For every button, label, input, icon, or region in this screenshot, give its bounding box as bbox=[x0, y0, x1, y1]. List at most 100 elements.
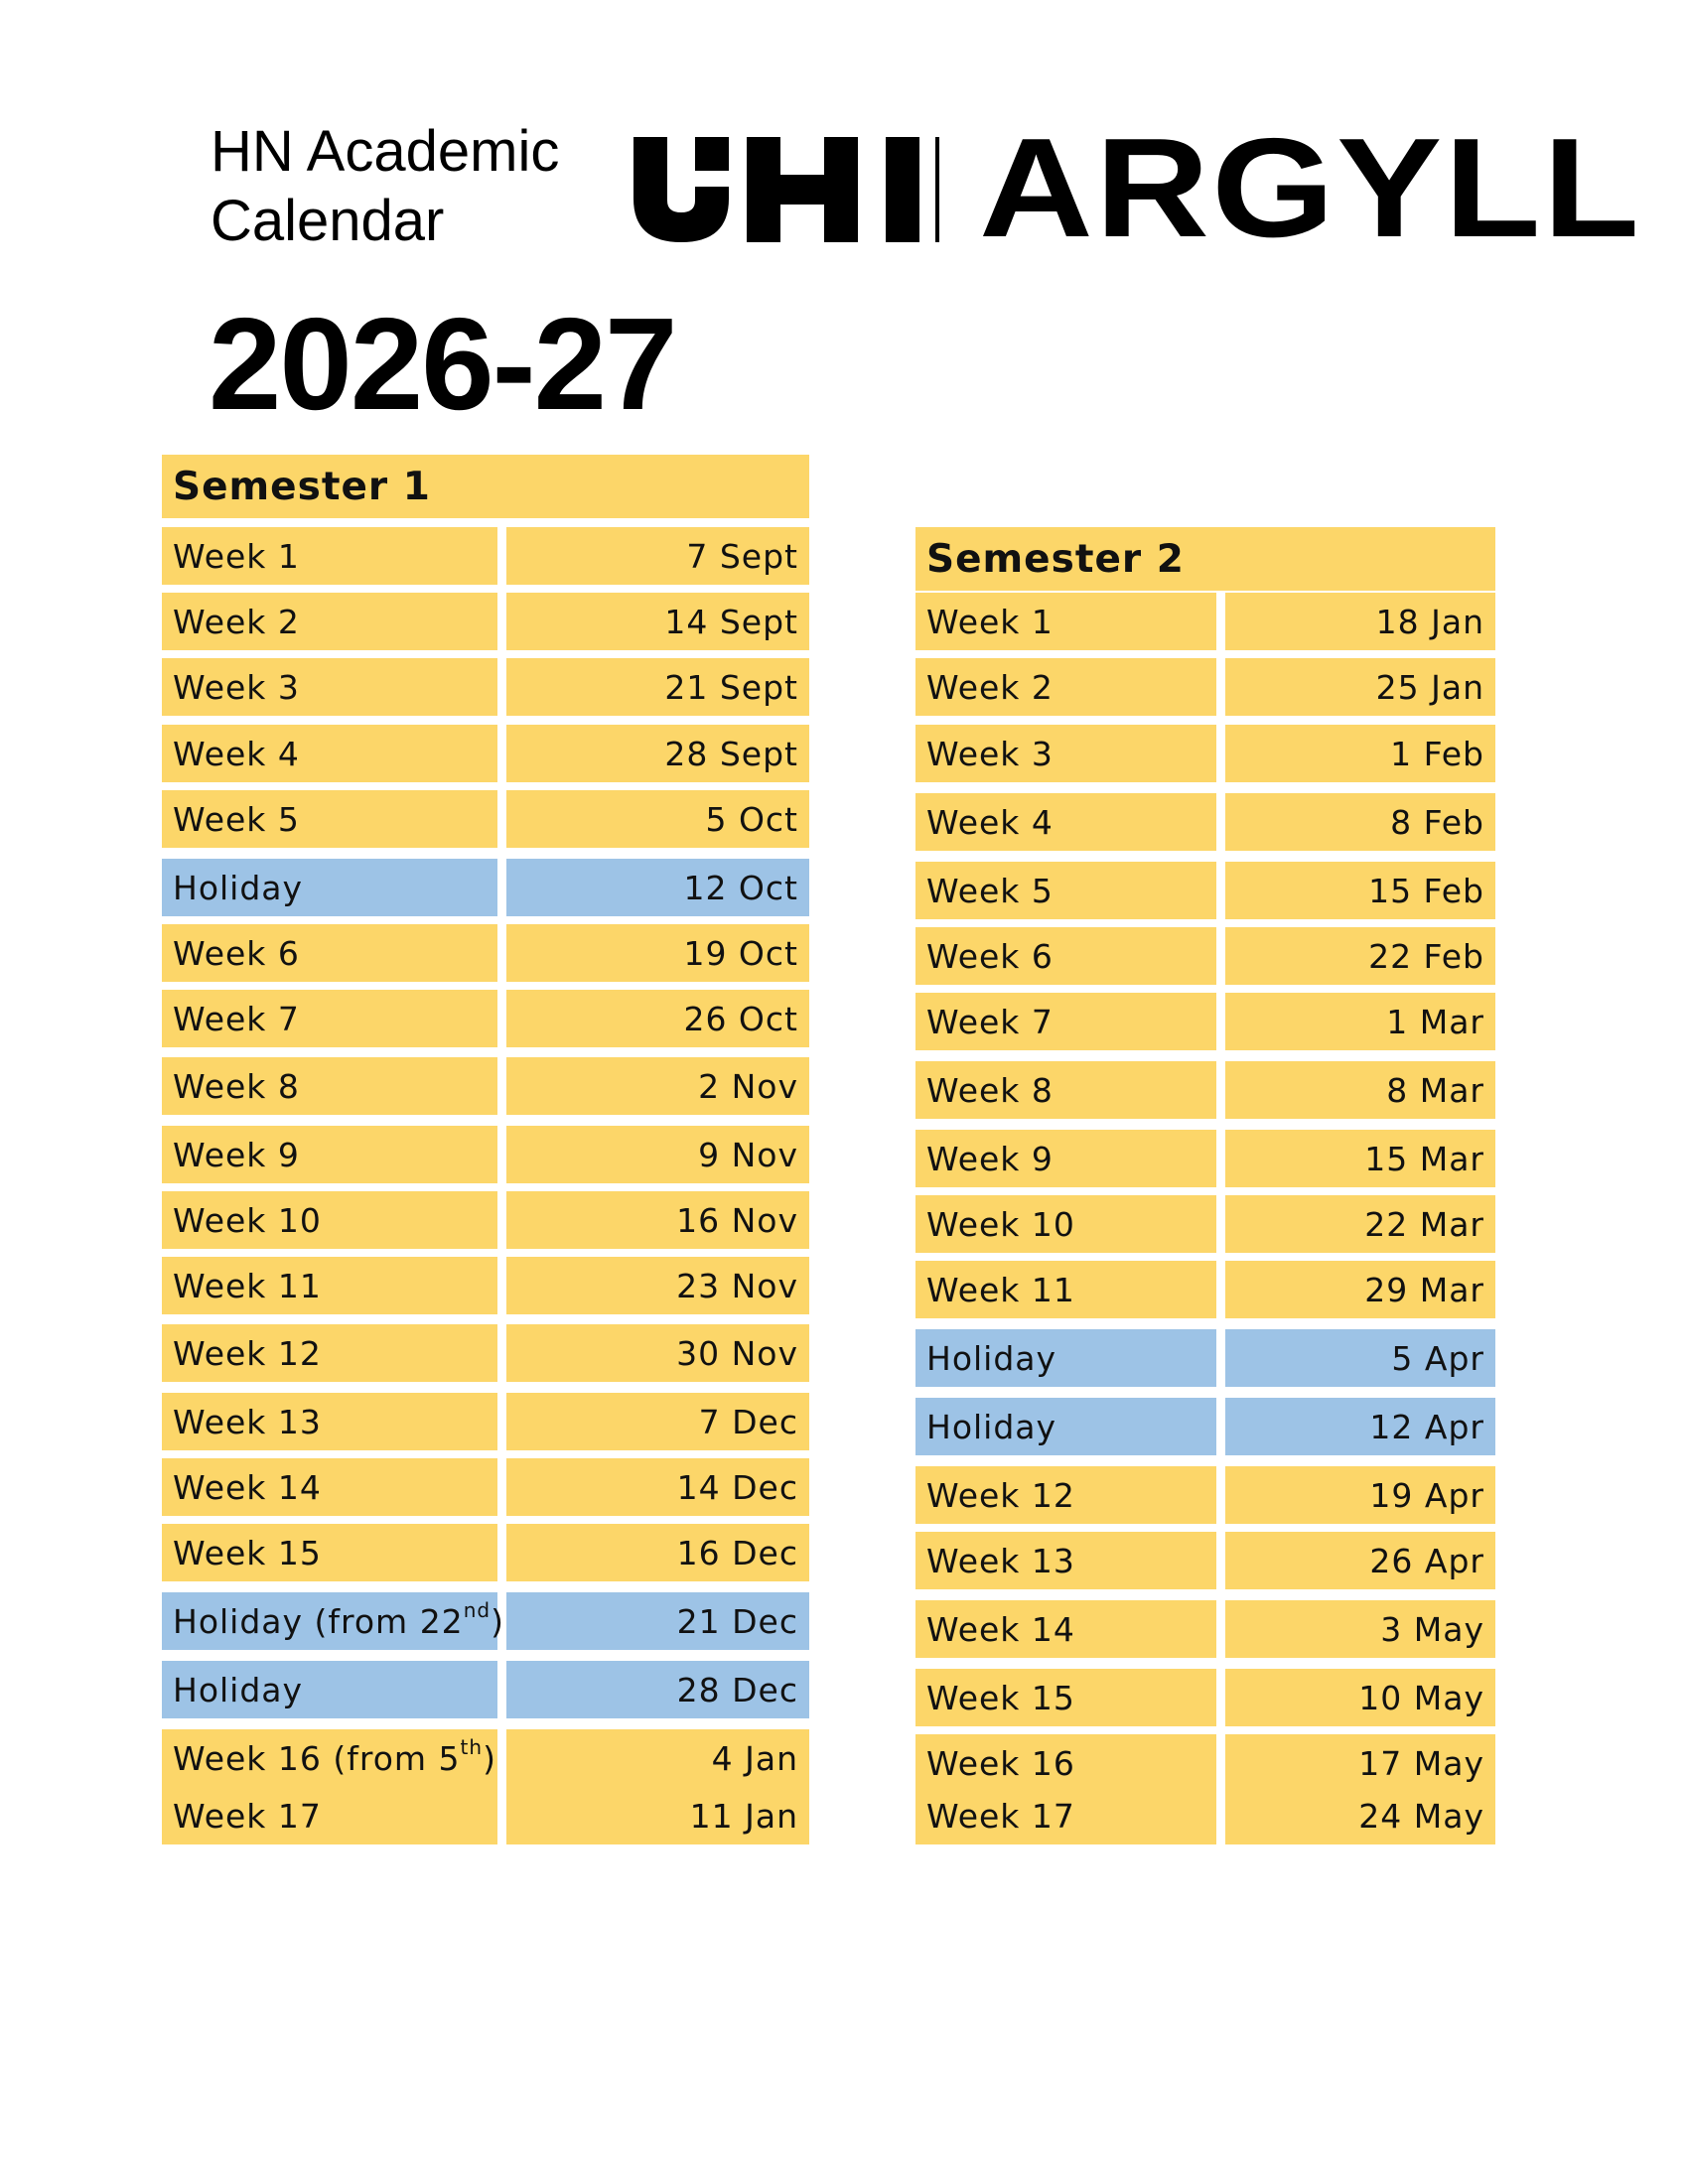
row-date: 16 Nov bbox=[506, 1191, 809, 1249]
row-date: 3 May bbox=[1225, 1600, 1495, 1658]
row-label-text: Week 1 bbox=[173, 537, 300, 576]
row-label: Week 11 bbox=[915, 1261, 1216, 1318]
row-label: Week 14 bbox=[162, 1458, 497, 1516]
week-row: Week 12 19 Apr bbox=[915, 1466, 1495, 1524]
row-label: Week 16 bbox=[915, 1734, 1216, 1792]
week-row: Week 12 30 Nov bbox=[162, 1324, 809, 1382]
row-label: Week 7 bbox=[915, 993, 1216, 1050]
row-date: 24 May bbox=[1225, 1787, 1495, 1844]
week-row: Week 9 15 Mar bbox=[915, 1130, 1495, 1187]
row-date: 2 Nov bbox=[506, 1057, 809, 1115]
row-label-text: Week 12 bbox=[173, 1334, 322, 1373]
row-label: Week 15 bbox=[915, 1669, 1216, 1726]
row-label: Week 13 bbox=[162, 1393, 497, 1450]
row-date: 16 Dec bbox=[506, 1524, 809, 1581]
week-row: Week 8 2 Nov bbox=[162, 1057, 809, 1115]
week-row: Week 4 8 Feb bbox=[915, 793, 1495, 851]
row-label-text: Week 9 bbox=[173, 1136, 300, 1174]
week-row: Week 7 26 Oct bbox=[162, 990, 809, 1047]
row-date: 7 Dec bbox=[506, 1393, 809, 1450]
row-label-text: Week 14 bbox=[926, 1610, 1075, 1649]
week-row: Week 14 3 May bbox=[915, 1600, 1495, 1658]
row-label-text: Week 7 bbox=[173, 1000, 300, 1038]
row-label: Week 6 bbox=[915, 927, 1216, 985]
row-label-text: Week 8 bbox=[173, 1067, 300, 1106]
row-label-text: Week 9 bbox=[926, 1140, 1054, 1178]
row-label-text: Week 2 bbox=[926, 668, 1054, 707]
row-date: 10 May bbox=[1225, 1669, 1495, 1726]
week-row: Week 3 1 Feb bbox=[915, 725, 1495, 782]
row-label: Week 8 bbox=[162, 1057, 497, 1115]
row-label-text: Week 5 bbox=[926, 872, 1054, 910]
row-label: Holiday bbox=[915, 1329, 1216, 1387]
row-label: Week 9 bbox=[162, 1126, 497, 1183]
uhi-argyll-logo: ARGYLL bbox=[632, 118, 1639, 259]
week-row: Week 4 28 Sept bbox=[162, 725, 809, 782]
row-label-text: Week 16 (from 5 bbox=[173, 1739, 461, 1778]
row-label: Week 5 bbox=[162, 790, 497, 848]
row-label-text: Week 3 bbox=[173, 668, 300, 707]
week-row: Week 16 (from 5th) 4 Jan bbox=[162, 1729, 809, 1787]
row-label: Week 10 bbox=[915, 1195, 1216, 1253]
row-label: Week 1 bbox=[915, 593, 1216, 650]
row-label: Week 14 bbox=[915, 1600, 1216, 1658]
week-row: Week 15 16 Dec bbox=[162, 1524, 809, 1581]
week-row: Week 5 15 Feb bbox=[915, 862, 1495, 919]
row-label: Week 7 bbox=[162, 990, 497, 1047]
row-label-text: Week 10 bbox=[173, 1201, 322, 1240]
row-date: 28 Sept bbox=[506, 725, 809, 782]
row-label-text: Week 14 bbox=[173, 1468, 322, 1507]
holiday-row: Holiday (from 22nd) 21 Dec bbox=[162, 1592, 809, 1650]
week-row: Week 10 22 Mar bbox=[915, 1195, 1495, 1253]
row-label-suffix: ) bbox=[491, 1602, 504, 1641]
row-label-text: Holiday bbox=[926, 1408, 1057, 1446]
row-label-text: Holiday (from 22 bbox=[173, 1602, 464, 1641]
week-row: Week 1 7 Sept bbox=[162, 527, 809, 585]
row-date: 12 Oct bbox=[506, 859, 809, 916]
row-label: Holiday bbox=[915, 1398, 1216, 1455]
row-date: 8 Mar bbox=[1225, 1061, 1495, 1119]
holiday-row: Holiday 12 Oct bbox=[162, 859, 809, 916]
row-label-text: Week 5 bbox=[173, 800, 300, 839]
week-row: Week 11 29 Mar bbox=[915, 1261, 1495, 1318]
row-label: Week 8 bbox=[915, 1061, 1216, 1119]
row-date: 14 Dec bbox=[506, 1458, 809, 1516]
row-label-text: Week 13 bbox=[926, 1542, 1075, 1580]
week-row: Week 7 1 Mar bbox=[915, 993, 1495, 1050]
row-label: Week 17 bbox=[162, 1787, 497, 1844]
row-label: Week 5 bbox=[915, 862, 1216, 919]
row-label-text: Week 4 bbox=[173, 735, 300, 773]
row-label: Week 11 bbox=[162, 1257, 497, 1314]
row-label: Holiday bbox=[162, 859, 497, 916]
row-label: Week 6 bbox=[162, 924, 497, 982]
row-label-text: Week 10 bbox=[926, 1205, 1075, 1244]
row-date: 5 Apr bbox=[1225, 1329, 1495, 1387]
row-date: 12 Apr bbox=[1225, 1398, 1495, 1455]
row-date: 19 Oct bbox=[506, 924, 809, 982]
row-date: 28 Dec bbox=[506, 1661, 809, 1718]
row-date: 1 Feb bbox=[1225, 725, 1495, 782]
logo-wordmark: ARGYLL bbox=[979, 109, 1642, 267]
week-row: Week 6 22 Feb bbox=[915, 927, 1495, 985]
row-label: Holiday (from 22nd) bbox=[162, 1592, 503, 1650]
week-row: Week 6 19 Oct bbox=[162, 924, 809, 982]
row-label: Week 2 bbox=[915, 658, 1216, 716]
row-date: 4 Jan bbox=[506, 1729, 809, 1787]
row-label: Week 15 bbox=[162, 1524, 497, 1581]
row-date: 26 Apr bbox=[1225, 1532, 1495, 1589]
row-date: 22 Mar bbox=[1225, 1195, 1495, 1253]
row-date: 21 Sept bbox=[506, 658, 809, 716]
holiday-row: Holiday 5 Apr bbox=[915, 1329, 1495, 1387]
row-label-text: Week 11 bbox=[926, 1271, 1075, 1309]
week-row: Week 9 9 Nov bbox=[162, 1126, 809, 1183]
week-row: Week 1 18 Jan bbox=[915, 593, 1495, 650]
row-label-text: Week 15 bbox=[173, 1534, 322, 1572]
row-label-text: Week 12 bbox=[926, 1476, 1075, 1515]
row-label-text: Week 3 bbox=[926, 735, 1054, 773]
row-label-text: Week 4 bbox=[926, 803, 1054, 842]
row-label-text: Week 15 bbox=[926, 1679, 1075, 1717]
title-line-2: Calendar bbox=[211, 189, 445, 253]
row-label: Week 10 bbox=[162, 1191, 497, 1249]
week-row: Week 13 26 Apr bbox=[915, 1532, 1495, 1589]
row-label-text: Week 16 bbox=[926, 1744, 1075, 1783]
